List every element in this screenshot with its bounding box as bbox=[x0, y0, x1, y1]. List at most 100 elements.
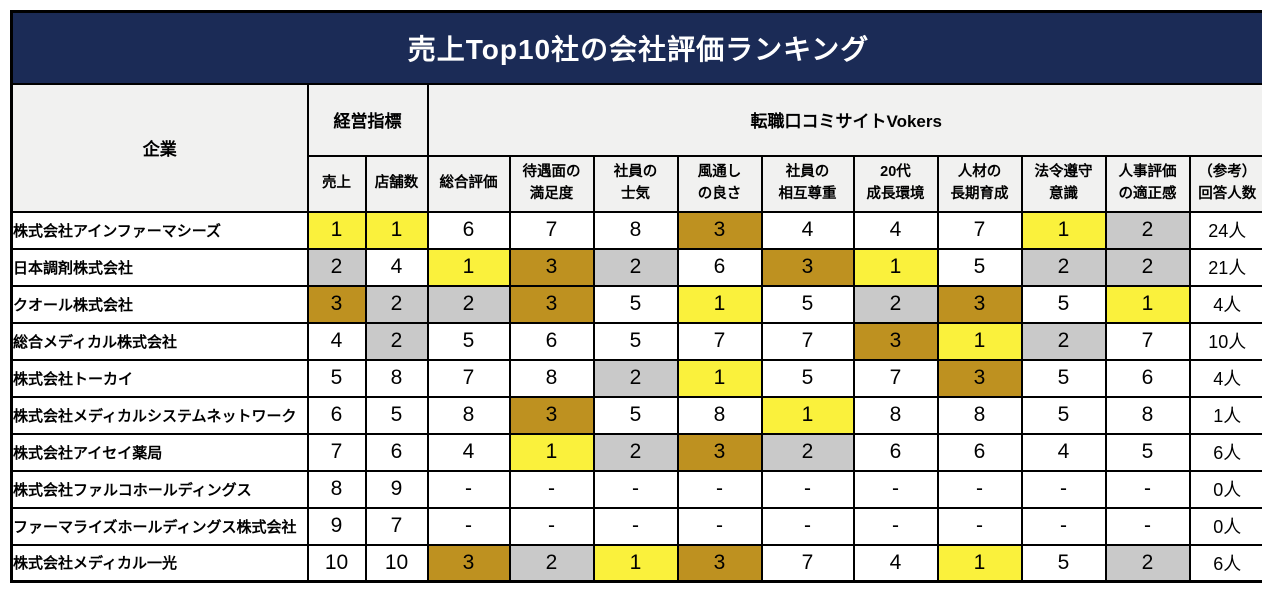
value-cell: 5 bbox=[760, 284, 855, 324]
value-cell: 8 bbox=[676, 395, 763, 435]
value-cell: 4 bbox=[852, 543, 939, 583]
table-row: 株式会社トーカイ 5 8 7 8 2 1 5 7 3 5 6 4人 bbox=[10, 358, 1262, 398]
column-header-6: 社員の 相互尊重 bbox=[760, 154, 855, 213]
value-cell: - bbox=[1104, 469, 1191, 509]
value-cell: 10 bbox=[306, 543, 367, 583]
rank-cell-rank1: 1 bbox=[936, 543, 1023, 583]
column-header-company: 企業 bbox=[10, 82, 309, 213]
value-cell: 1人 bbox=[1188, 395, 1262, 435]
group-header-vokers-review-site: 転職口コミサイトVokers bbox=[426, 82, 1262, 157]
rank-cell-rank1: 1 bbox=[306, 210, 367, 250]
value-cell: 5 bbox=[1020, 395, 1107, 435]
company-name: 日本調剤株式会社 bbox=[10, 247, 309, 287]
value-cell: 6人 bbox=[1188, 543, 1262, 583]
value-cell: 10人 bbox=[1188, 321, 1262, 361]
value-cell: 6 bbox=[364, 432, 429, 472]
rank-cell-rank3: 3 bbox=[936, 284, 1023, 324]
value-cell: - bbox=[426, 469, 511, 509]
column-header-3: 待遇面の 満足度 bbox=[508, 154, 595, 213]
value-cell: 10 bbox=[364, 543, 429, 583]
column-header-11: （参考） 回答人数 bbox=[1188, 154, 1262, 213]
rank-cell-rank2: 2 bbox=[760, 432, 855, 472]
company-name: ファーマライズホールディングス株式会社 bbox=[10, 506, 309, 546]
value-cell: 7 bbox=[676, 321, 763, 361]
value-cell: 9 bbox=[306, 506, 367, 546]
rank-cell-rank2: 2 bbox=[364, 284, 429, 324]
rank-cell-rank2: 2 bbox=[592, 432, 679, 472]
rank-cell-rank2: 2 bbox=[1020, 247, 1107, 287]
value-cell: 8 bbox=[592, 210, 679, 250]
column-header-2: 総合評価 bbox=[426, 154, 511, 213]
company-name: 総合メディカル株式会社 bbox=[10, 321, 309, 361]
value-cell: 9 bbox=[364, 469, 429, 509]
table-row: 株式会社アイセイ薬局 7 6 4 1 2 3 2 6 6 4 5 6人 bbox=[10, 432, 1262, 472]
rank-cell-rank1: 1 bbox=[676, 284, 763, 324]
value-cell: 7 bbox=[508, 210, 595, 250]
company-name: クオール株式会社 bbox=[10, 284, 309, 324]
rank-cell-rank3: 3 bbox=[936, 358, 1023, 398]
rank-cell-rank1: 1 bbox=[364, 210, 429, 250]
rank-cell-rank2: 2 bbox=[508, 543, 595, 583]
value-cell: 4 bbox=[1020, 432, 1107, 472]
table-row: 株式会社ファルコホールディングス 8 9- - - - - - - - -0人 bbox=[10, 469, 1262, 509]
value-cell: 7 bbox=[1104, 321, 1191, 361]
value-cell: - bbox=[1020, 469, 1107, 509]
value-cell: - bbox=[1020, 506, 1107, 546]
value-cell: 7 bbox=[760, 543, 855, 583]
rank-cell-rank2: 2 bbox=[592, 358, 679, 398]
rank-cell-rank3: 3 bbox=[306, 284, 367, 324]
value-cell: 7 bbox=[306, 432, 367, 472]
rank-cell-rank3: 3 bbox=[676, 543, 763, 583]
value-cell: - bbox=[1104, 506, 1191, 546]
value-cell: 5 bbox=[364, 395, 429, 435]
rank-cell-rank1: 1 bbox=[508, 432, 595, 472]
company-name: 株式会社ファルコホールディングス bbox=[10, 469, 309, 509]
table-row: 総合メディカル株式会社 4 2 5 6 5 7 7 3 1 2 7 10人 bbox=[10, 321, 1262, 361]
value-cell: 4 bbox=[364, 247, 429, 287]
value-cell: 4 bbox=[426, 432, 511, 472]
column-header-4: 社員の 士気 bbox=[592, 154, 679, 213]
value-cell: - bbox=[592, 469, 679, 509]
rank-cell-rank1: 1 bbox=[760, 395, 855, 435]
value-cell: 8 bbox=[936, 395, 1023, 435]
value-cell: - bbox=[426, 506, 511, 546]
value-cell: 8 bbox=[508, 358, 595, 398]
value-cell: 4 bbox=[852, 210, 939, 250]
table-row: 株式会社メディカル一光 10 10 3 2 1 3 7 4 1 5 2 6人 bbox=[10, 543, 1262, 583]
value-cell: 24人 bbox=[1188, 210, 1262, 250]
table-row: クオール株式会社 3 2 2 3 5 1 5 2 3 5 1 4人 bbox=[10, 284, 1262, 324]
rank-cell-rank3: 3 bbox=[852, 321, 939, 361]
value-cell: 6 bbox=[426, 210, 511, 250]
table-row: 株式会社アインファーマシーズ 1 1 6 7 8 3 4 4 7 1 2 24人 bbox=[10, 210, 1262, 250]
value-cell: 4人 bbox=[1188, 284, 1262, 324]
value-cell: - bbox=[676, 469, 763, 509]
value-cell: 8 bbox=[1104, 395, 1191, 435]
rank-cell-rank2: 2 bbox=[592, 247, 679, 287]
value-cell: 6 bbox=[936, 432, 1023, 472]
value-cell: - bbox=[676, 506, 763, 546]
value-cell: 6 bbox=[676, 247, 763, 287]
value-cell: 6 bbox=[852, 432, 939, 472]
value-cell: - bbox=[852, 506, 939, 546]
column-header-1: 店舗数 bbox=[364, 154, 429, 213]
value-cell: - bbox=[592, 506, 679, 546]
rank-cell-rank1: 1 bbox=[676, 358, 763, 398]
value-cell: 7 bbox=[364, 506, 429, 546]
rank-cell-rank3: 3 bbox=[676, 432, 763, 472]
value-cell: 7 bbox=[936, 210, 1023, 250]
value-cell: 5 bbox=[426, 321, 511, 361]
rank-cell-rank2: 2 bbox=[1104, 247, 1191, 287]
value-cell: - bbox=[936, 506, 1023, 546]
value-cell: 5 bbox=[1020, 284, 1107, 324]
column-header-7: 20代 成長環境 bbox=[852, 154, 939, 213]
value-cell: 5 bbox=[936, 247, 1023, 287]
value-cell: 7 bbox=[852, 358, 939, 398]
value-cell: 0人 bbox=[1188, 506, 1262, 546]
rank-cell-rank3: 3 bbox=[426, 543, 511, 583]
company-name: 株式会社トーカイ bbox=[10, 358, 309, 398]
rank-cell-rank2: 2 bbox=[1104, 543, 1191, 583]
value-cell: 4人 bbox=[1188, 358, 1262, 398]
value-cell: 5 bbox=[1020, 358, 1107, 398]
company-name: 株式会社メディカル一光 bbox=[10, 543, 309, 583]
